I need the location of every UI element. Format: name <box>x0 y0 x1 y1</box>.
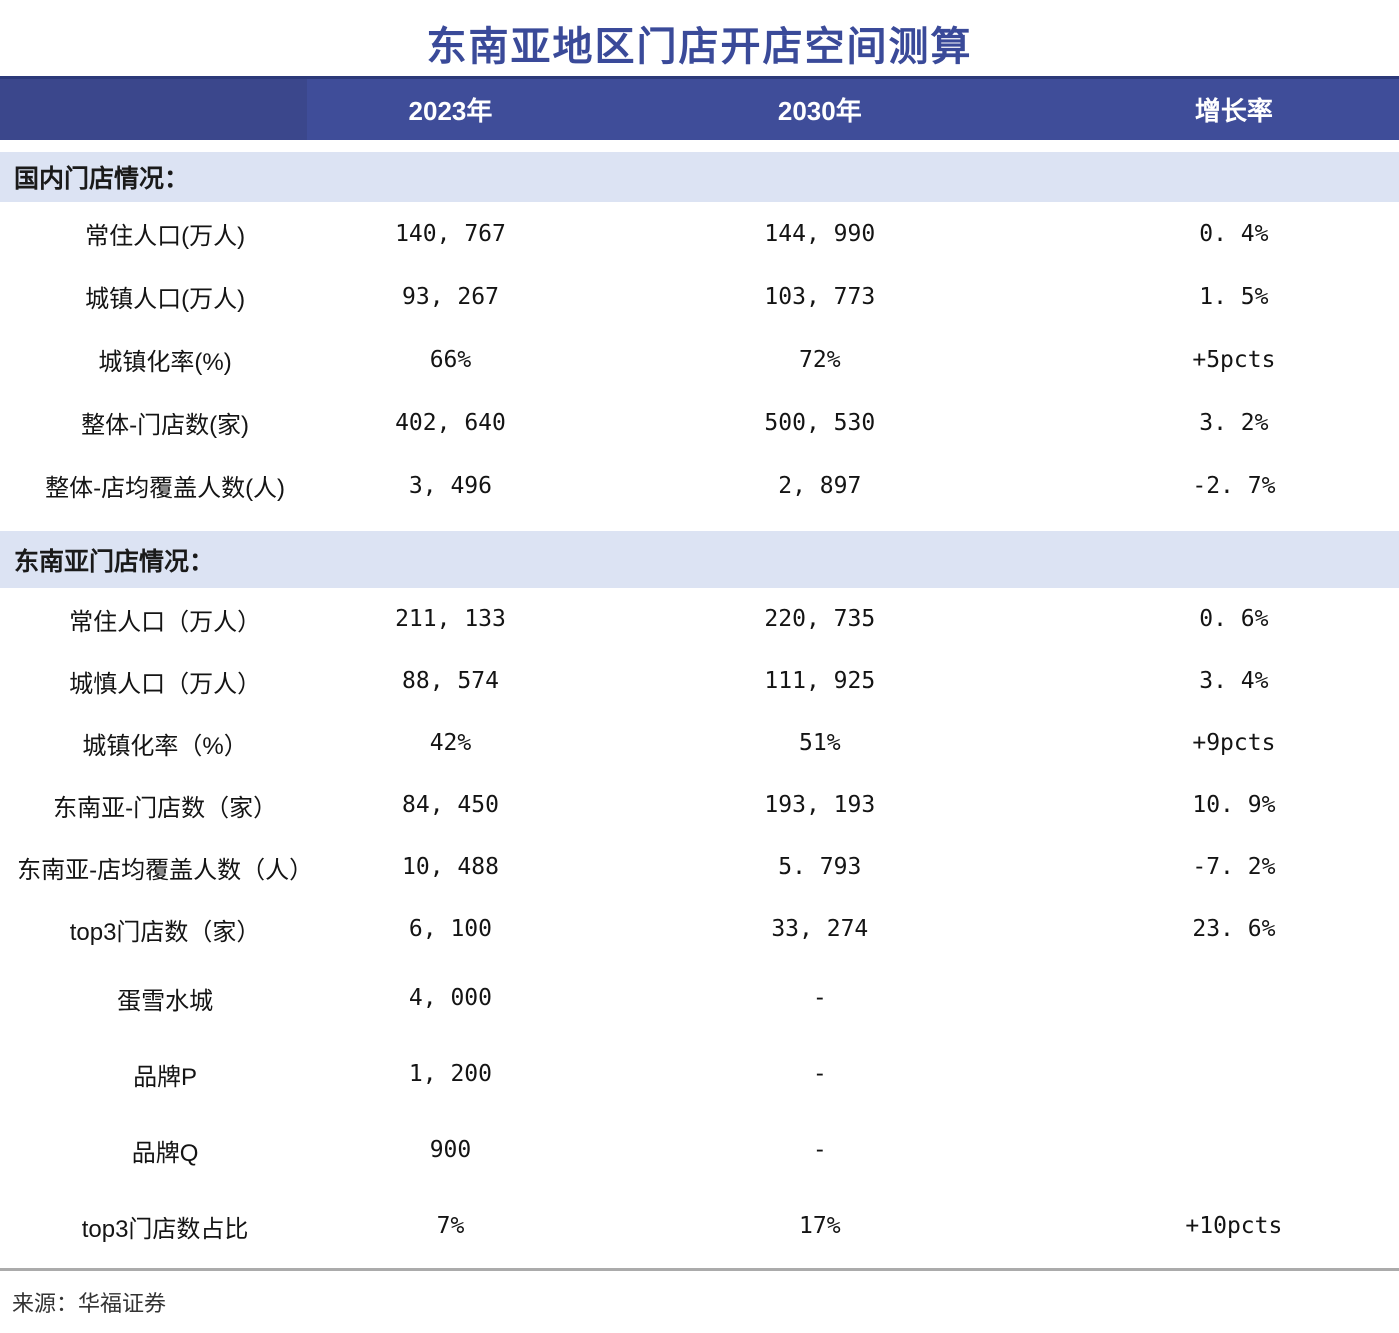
row-label: 常住人口(万人) <box>85 223 246 250</box>
table-row: 品牌P 1, 200 - <box>0 1036 1399 1112</box>
table-row: 东南亚-门店数（家） 84, 450 193, 193 10. 9% <box>0 774 1399 836</box>
value-2030: 72% <box>799 346 841 373</box>
value-2030: - <box>812 1061 827 1087</box>
section-header-domestic: 国内门店情况： <box>0 152 1399 202</box>
value-2030: 193, 193 <box>764 792 876 818</box>
value-2023: 66% <box>429 346 472 373</box>
row-label: 城镇化率(%) <box>98 349 232 376</box>
value-2030: - <box>812 985 827 1011</box>
value-growth: 10. 9% <box>1192 792 1276 818</box>
row-label: 品牌Q <box>131 1139 199 1167</box>
value-growth: 1. 5% <box>1199 283 1269 310</box>
row-label: 常住人口（万人） <box>69 608 262 636</box>
value-2023: 900 <box>429 1137 472 1163</box>
value-2023: 1, 200 <box>408 1061 493 1087</box>
table-row: top3门店数（家） 6, 100 33, 274 23. 6% <box>0 898 1399 960</box>
source-note: 来源：华福证券 <box>12 1291 167 1316</box>
spacer <box>0 517 1399 531</box>
title-bar: 东南亚地区门店开店空间测算 <box>0 0 1399 76</box>
value-growth: +5pcts <box>1192 346 1276 373</box>
row-label: top3门店数（家） <box>69 918 261 946</box>
value-2030: 5. 793 <box>778 854 862 880</box>
value-2023: 140, 767 <box>395 220 506 247</box>
footer-divider <box>0 1268 1399 1271</box>
value-2023: 42% <box>429 730 472 756</box>
value-2023: 88, 574 <box>402 668 499 694</box>
table-header-row: 2023年 2030年 增长率 <box>0 76 1399 140</box>
table-row: 整体-门店数(家) 402, 640 500, 530 3. 2% <box>0 391 1399 454</box>
value-2030: 2, 897 <box>778 472 862 499</box>
value-growth: -7. 2% <box>1192 854 1276 880</box>
value-2030: 220, 735 <box>764 606 876 632</box>
value-2023: 3, 496 <box>408 472 493 499</box>
table-row: 整体-店均覆盖人数(人) 3, 496 2, 897 -2. 7% <box>0 454 1399 517</box>
value-growth: -2. 7% <box>1192 472 1276 499</box>
value-2023: 6, 100 <box>408 916 493 942</box>
value-2023: 402, 640 <box>395 409 506 436</box>
row-label: 城镇化率（%） <box>82 732 248 760</box>
value-growth: +10pcts <box>1185 1213 1283 1239</box>
value-2030: - <box>812 1137 827 1163</box>
value-growth: 23. 6% <box>1192 916 1276 942</box>
value-2023: 7% <box>436 1213 465 1239</box>
value-2030: 17% <box>799 1213 841 1239</box>
value-2023: 10, 488 <box>402 854 499 880</box>
header-growth-rate: 增长率 <box>1194 96 1273 126</box>
table-row: 城镇化率(%) 66% 72% +5pcts <box>0 328 1399 391</box>
row-label: 东南亚-店均覆盖人数（人） <box>17 856 314 884</box>
value-2023: 93, 267 <box>402 283 499 310</box>
row-label: 东南亚-门店数（家） <box>53 794 278 822</box>
value-2030: 103, 773 <box>764 283 876 310</box>
header-year-2030: 2030年 <box>777 96 862 126</box>
row-label: 城慎人口（万人） <box>69 670 262 698</box>
row-label: 品牌P <box>133 1063 198 1091</box>
value-growth: 0. 6% <box>1199 606 1269 632</box>
row-label: top3门店数占比 <box>81 1215 249 1243</box>
value-2030: 144, 990 <box>764 220 876 247</box>
row-label: 整体-店均覆盖人数(人) <box>45 475 286 502</box>
value-2030: 51% <box>799 730 841 756</box>
header-year-2023: 2023年 <box>408 96 493 126</box>
row-label: 蛋雪水城 <box>117 987 214 1015</box>
table-row: 常住人口(万人) 140, 767 144, 990 0. 4% <box>0 202 1399 265</box>
spacer <box>0 140 1399 152</box>
table-row: 城慎人口（万人） 88, 574 111, 925 3. 4% <box>0 650 1399 712</box>
value-growth: 0. 4% <box>1199 220 1269 247</box>
table-row: 城镇化率（%） 42% 51% +9pcts <box>0 712 1399 774</box>
value-2030: 33, 274 <box>771 916 869 942</box>
table-row: 东南亚-店均覆盖人数（人） 10, 488 5. 793 -7. 2% <box>0 836 1399 898</box>
value-2023: 84, 450 <box>402 792 499 818</box>
table-row: 城镇人口(万人) 93, 267 103, 773 1. 5% <box>0 265 1399 328</box>
table-row: 常住人口（万人） 211, 133 220, 735 0. 6% <box>0 588 1399 650</box>
row-label: 整体-门店数(家) <box>81 412 250 439</box>
table-row: 蛋雪水城 4, 000 - <box>0 960 1399 1036</box>
table-row: top3门店数占比 7% 17% +10pcts <box>0 1188 1399 1264</box>
value-growth: 3. 2% <box>1199 409 1269 436</box>
table-row: 品牌Q 900 - <box>0 1112 1399 1188</box>
value-2030: 111, 925 <box>764 668 876 694</box>
section-header-southeast-asia: 东南亚门店情况： <box>0 531 1399 588</box>
row-label: 城镇人口(万人) <box>85 286 246 313</box>
value-2030: 500, 530 <box>764 409 876 436</box>
value-2023: 4, 000 <box>408 985 493 1011</box>
value-2023: 211, 133 <box>395 606 506 632</box>
value-growth: +9pcts <box>1192 730 1276 756</box>
page-title: 东南亚地区门店开店空间测算 <box>426 25 973 69</box>
value-growth: 3. 4% <box>1199 668 1269 694</box>
